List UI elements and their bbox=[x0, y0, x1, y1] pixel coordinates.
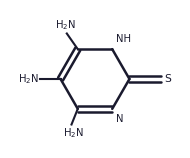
Text: H$_2$N: H$_2$N bbox=[63, 126, 84, 140]
Text: S: S bbox=[164, 74, 171, 84]
Text: H$_2$N: H$_2$N bbox=[55, 18, 76, 32]
Text: H$_2$N: H$_2$N bbox=[18, 72, 39, 86]
Text: N: N bbox=[116, 114, 124, 124]
Text: NH: NH bbox=[116, 34, 131, 44]
